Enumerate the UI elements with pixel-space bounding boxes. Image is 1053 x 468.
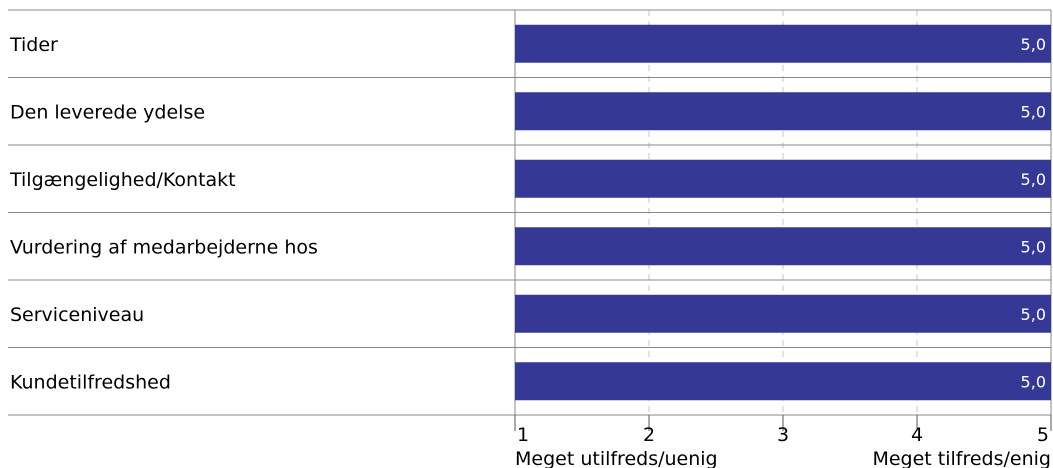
category-label: Tider xyxy=(9,34,58,56)
bar-6 xyxy=(515,362,1051,401)
x-tick-label-3: 3 xyxy=(777,424,789,446)
x-tick-label-4: 4 xyxy=(911,424,923,446)
x-axis-max-label: Meget tilfreds/enig xyxy=(872,448,1051,468)
bars: 5,0 5,0 5,0 5,0 5,0 5,0 xyxy=(515,24,1051,401)
x-tick-label-2: 2 xyxy=(643,424,655,446)
x-tick-label-5: 5 xyxy=(1037,424,1049,446)
bar-value-label: 5,0 xyxy=(1021,372,1046,391)
bar-3 xyxy=(515,159,1051,198)
bar-value-label: 5,0 xyxy=(1021,102,1046,121)
bar-4 xyxy=(515,227,1051,266)
category-label: Tilgængelighed/Kontakt xyxy=(9,169,236,191)
bar-value-label: 5,0 xyxy=(1021,237,1046,256)
category-label: Den leverede ydelse xyxy=(10,101,205,123)
x-axis-min-label: Meget utilfreds/uenig xyxy=(515,448,718,468)
bar-value-label: 5,0 xyxy=(1021,305,1046,324)
x-axis: Meget utilfreds/uenig Meget tilfreds/eni… xyxy=(514,415,1052,468)
x-tick-label-1: 1 xyxy=(517,424,529,446)
category-label: Vurdering af medarbejderne hos xyxy=(10,236,318,258)
bar-value-label: 5,0 xyxy=(1021,35,1046,54)
bar-value-label: 5,0 xyxy=(1021,170,1046,189)
category-labels: Tider Den leverede ydelse Tilgængelighed/K… xyxy=(9,34,318,394)
category-label: Kundetilfredshed xyxy=(10,371,171,393)
bar-1 xyxy=(515,24,1051,63)
category-label: Serviceniveau xyxy=(10,304,144,326)
bar-5 xyxy=(515,294,1051,333)
bar-2 xyxy=(515,92,1051,131)
row-separators xyxy=(8,9,1051,416)
